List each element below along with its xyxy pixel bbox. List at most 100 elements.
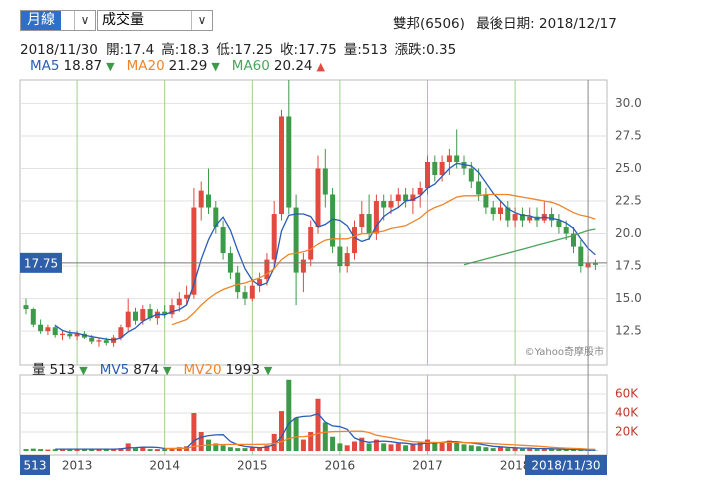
dropdown-arrow: ∨ (191, 11, 212, 30)
candle-body (184, 294, 190, 299)
volume-bar (519, 448, 525, 451)
volume-bar (578, 449, 584, 451)
candle-body (410, 194, 416, 202)
y-tick-label: 22.5 (615, 194, 642, 208)
stock-name: 雙邦(6506) (393, 16, 465, 32)
y-tick-label: 20K (615, 425, 639, 439)
volume-bar (227, 447, 233, 451)
candle-body (74, 333, 80, 337)
mv-name: MV5 (99, 362, 130, 378)
ma-line (164, 430, 596, 450)
candle-body (249, 285, 255, 299)
candle-body (468, 168, 474, 182)
volume-bar (279, 411, 284, 451)
volume-bar (308, 432, 314, 451)
cursor-volume-box (20, 455, 50, 475)
candle-body (133, 311, 138, 321)
candle-body (337, 246, 343, 267)
volume-bar (527, 448, 533, 451)
volume-bar (432, 443, 438, 451)
ma-value: 21.29 (168, 58, 208, 74)
candle-body (293, 207, 299, 273)
stock-info: 雙邦(6506) 最後日期: 2018/12/17 (393, 12, 624, 32)
volume-bar (366, 443, 372, 451)
cursor-price: 17.75 (24, 256, 58, 270)
candle-body (417, 188, 423, 195)
volume-bar (154, 449, 160, 451)
x-tick-label: 2013 (62, 459, 93, 473)
quote-date: 2018/11/30 (20, 42, 98, 58)
period-select[interactable]: 月線 ∨ (20, 10, 96, 31)
indicator-select[interactable]: 成交量 ∨ (97, 10, 213, 31)
volume-bar (468, 445, 474, 451)
volume-bar (264, 445, 270, 451)
candle-body (103, 340, 109, 343)
volume-bar (118, 448, 124, 451)
y-tick-label: 20.0 (615, 226, 642, 240)
x-tick-label: 2014 (149, 459, 180, 473)
ma-name: MA20 (126, 58, 165, 74)
volume-bar (417, 442, 423, 451)
candle-body (483, 194, 489, 208)
quote-line: 2018/11/30 開:17.4 高:18.3 低:17.25 收:17.75 量:5… (20, 38, 463, 58)
volume-bar (213, 443, 219, 451)
candle-body (330, 194, 336, 247)
watermark: ©Yahoo奇摩股市 (525, 345, 604, 358)
candle-body (242, 292, 248, 299)
volume-bar (45, 449, 51, 451)
candle-body (264, 259, 270, 280)
candle-body (490, 207, 496, 215)
candle-body (125, 311, 131, 328)
quote-item: 低:17.25 (216, 42, 274, 58)
candle-body (176, 298, 182, 306)
candle-body (571, 233, 576, 247)
volume-bar (300, 439, 306, 451)
ma-line (171, 193, 596, 326)
candle-body (592, 262, 598, 265)
indicator-value: 成交量 (102, 12, 144, 28)
volume-bar (571, 449, 576, 451)
mv-value: 1993 (225, 362, 260, 378)
ma-value: 20.24 (273, 58, 313, 74)
candle-body (23, 305, 29, 310)
ma-line (54, 162, 596, 341)
volume-bar (52, 449, 58, 451)
candle-body (286, 116, 292, 208)
volume-name: 量 (32, 362, 46, 378)
candle-body (512, 214, 518, 221)
quote-item: 收:17.75 (280, 42, 337, 58)
volume-bar (410, 444, 416, 451)
volume-value: 513 (49, 362, 76, 378)
candle-body (308, 227, 314, 260)
cursor-date-box (525, 455, 607, 475)
ma-name: MA5 (30, 58, 60, 74)
volume-bar (169, 448, 175, 451)
volume-legend: 量 513 ▼ MV5 874 ▼ MV20 1993 ▼ (32, 358, 284, 378)
volume-bar (89, 449, 95, 451)
volume-bar (483, 447, 489, 451)
volume-bar (330, 436, 336, 451)
last-date: 最後日期: 2018/12/17 (476, 16, 617, 32)
cursor-price-box (20, 252, 62, 273)
candle-body (498, 207, 503, 215)
y-tick-label: 60K (615, 387, 639, 401)
candle-body (527, 216, 533, 221)
candle-body (235, 272, 241, 293)
y-tick-label: 25.0 (615, 161, 642, 175)
volume-bar (541, 448, 547, 451)
volume-bar (111, 448, 117, 451)
candle-body (191, 207, 197, 295)
candle-body (322, 168, 328, 195)
candle-body (279, 116, 284, 215)
volume-bar (67, 449, 73, 451)
candle-body (446, 155, 452, 162)
candle-body (315, 168, 321, 228)
volume-bar (476, 446, 482, 451)
volume-bar (454, 442, 460, 451)
volume-bar (439, 442, 445, 451)
volume-bar (403, 445, 409, 451)
candle-body (359, 214, 365, 228)
ma-line (55, 412, 596, 451)
